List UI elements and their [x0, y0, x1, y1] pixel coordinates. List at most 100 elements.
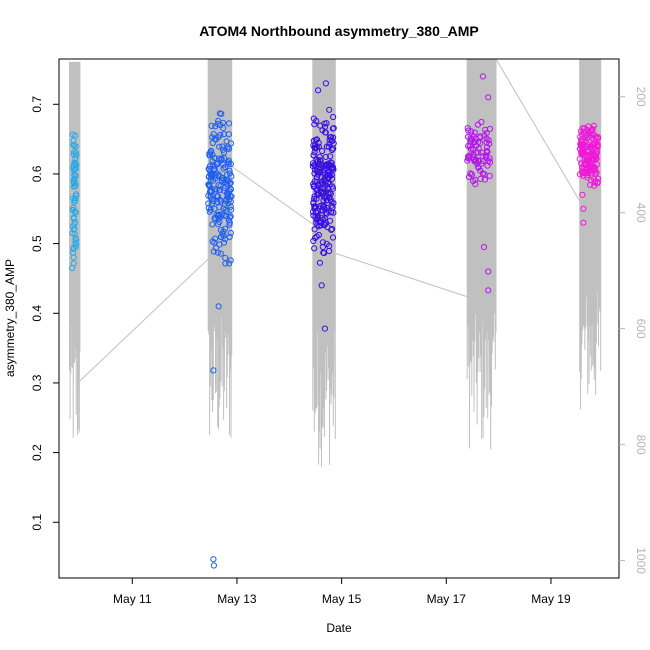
data-point [465, 142, 472, 149]
data-point [69, 230, 76, 237]
data-point [580, 150, 587, 157]
y-tick-label: 0.2 [30, 444, 44, 461]
data-point [330, 166, 337, 173]
data-point [226, 120, 233, 127]
data-point [587, 181, 594, 188]
data-point [313, 195, 320, 202]
data-point [316, 157, 323, 164]
data-point [217, 234, 225, 241]
data-point [69, 131, 76, 138]
data-point [216, 110, 223, 117]
data-point [580, 128, 587, 135]
data-point [70, 214, 77, 221]
data-point [309, 163, 316, 170]
data-point [212, 215, 219, 223]
data-point [217, 227, 225, 234]
data-point [327, 153, 334, 160]
data-point [593, 161, 601, 168]
data-point [480, 244, 488, 251]
data-point [220, 149, 228, 156]
data-point [71, 175, 78, 182]
data-point [330, 200, 337, 207]
data-point [222, 197, 229, 204]
data-point [319, 243, 326, 251]
data-point [591, 182, 598, 189]
data-point [486, 155, 493, 162]
data-point [315, 139, 322, 146]
data-point [313, 136, 320, 143]
data-point [227, 257, 234, 264]
data-point [310, 182, 318, 189]
data-point [208, 172, 216, 179]
depth-cast-cluster [207, 58, 233, 438]
data-point [472, 181, 479, 188]
x-tick-label: May 17 [427, 592, 467, 606]
data-point [224, 181, 231, 188]
data-point [228, 206, 235, 213]
axes: May 11 May 13 May 15 May 17 May 19 0.1 0.2 0.3 0… [30, 87, 648, 606]
data-point [312, 234, 319, 241]
data-point [323, 120, 330, 127]
y2-tick-label: 400 [634, 203, 648, 223]
x-axis-label: Date [326, 621, 352, 635]
data-point [220, 146, 227, 153]
data-point [70, 179, 78, 186]
data-point [321, 205, 328, 212]
scatter-points [69, 73, 602, 569]
y2-tick-label: 800 [634, 435, 648, 455]
data-point [592, 170, 599, 177]
data-point [319, 204, 327, 211]
data-point [224, 191, 232, 198]
data-point [485, 137, 492, 144]
data-point [465, 127, 472, 134]
data-point [310, 115, 317, 122]
data-point [475, 145, 482, 152]
data-point [209, 134, 216, 141]
data-point [72, 197, 79, 204]
data-point [215, 117, 222, 125]
data-point [208, 122, 215, 130]
data-point [73, 152, 80, 159]
data-point [208, 196, 216, 203]
data-point [326, 134, 333, 141]
data-point [209, 200, 216, 207]
depth-connector [231, 165, 314, 225]
data-point [324, 161, 331, 168]
data-point [321, 325, 328, 332]
data-point [211, 239, 218, 246]
data-point [325, 171, 332, 178]
data-point [483, 149, 491, 156]
data-point [589, 126, 596, 133]
data-point [317, 189, 325, 197]
data-point [205, 165, 212, 173]
data-point [313, 157, 320, 164]
data-point [210, 556, 217, 563]
data-point [585, 123, 592, 130]
data-point [485, 268, 492, 275]
data-point [210, 562, 217, 569]
data-point [470, 133, 477, 140]
data-point [72, 195, 79, 202]
data-point [219, 230, 226, 237]
data-point [205, 181, 213, 189]
data-point [227, 230, 234, 237]
data-point [226, 145, 233, 152]
data-point [576, 155, 583, 162]
data-point [325, 175, 332, 182]
data-point [584, 144, 591, 151]
y-tick-label: 0.3 [30, 374, 44, 391]
data-point [486, 140, 493, 147]
data-point [326, 217, 334, 224]
data-point [72, 143, 79, 150]
data-point [318, 282, 325, 289]
data-point [220, 165, 227, 172]
data-point [220, 187, 227, 194]
data-point [326, 189, 333, 196]
chart-title: ATOM4 Northbound asymmetry_380_AMP [199, 23, 479, 39]
data-point [317, 222, 324, 229]
data-point [220, 161, 227, 168]
data-point [226, 233, 233, 240]
data-point [579, 125, 586, 132]
depth-connector [335, 252, 468, 298]
data-point [486, 172, 493, 179]
